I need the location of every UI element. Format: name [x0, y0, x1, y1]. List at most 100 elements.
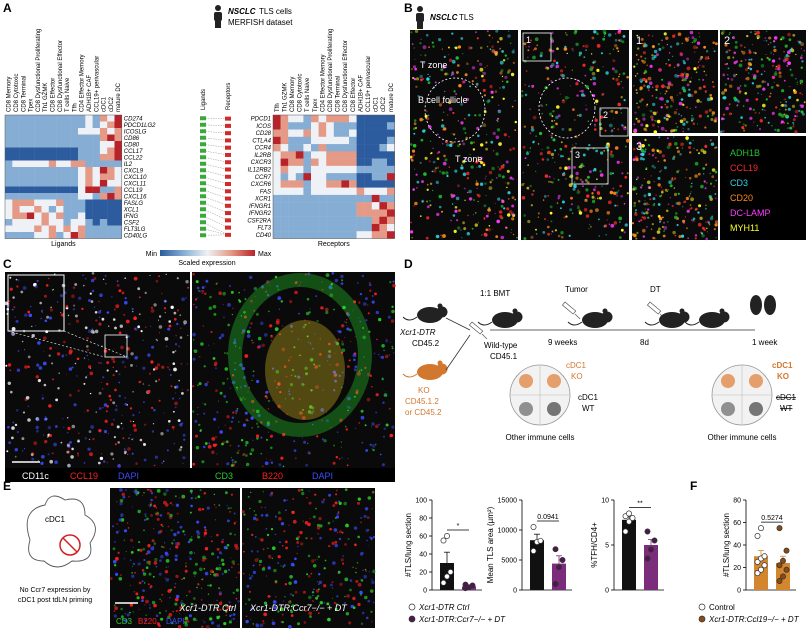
texture-speck: [513, 49, 515, 51]
texture-speck: [289, 575, 293, 579]
texture-speck: [637, 59, 640, 61]
texture-speck: [228, 620, 232, 624]
texture-speck: [698, 78, 701, 81]
texture-speck: [371, 422, 375, 426]
texture-speck: [310, 412, 314, 415]
texture-speck: [787, 50, 791, 55]
texture-speck: [544, 218, 546, 221]
texture-speck: [669, 197, 671, 199]
heatmap-cell: [41, 193, 49, 200]
heatmap-cell: [5, 225, 13, 233]
texture-speck: [88, 438, 91, 441]
texture-speck: [204, 403, 207, 406]
texture-speck: [171, 542, 174, 545]
texture-speck: [158, 611, 162, 615]
texture-speck: [195, 434, 198, 438]
texture-speck: [514, 198, 516, 201]
texture-speck: [625, 223, 628, 226]
texture-speck: [113, 604, 116, 607]
texture-speck: [164, 311, 166, 314]
texture-speck: [218, 291, 222, 296]
texture-speck: [171, 397, 175, 400]
heatmap-cell: [341, 165, 350, 174]
texture-speck: [504, 54, 507, 57]
heatmap-cell: [70, 219, 79, 226]
ligand-dot: [200, 181, 206, 186]
texture-speck: [573, 181, 576, 183]
heatmap-frame: [272, 114, 395, 239]
texture-speck: [334, 540, 338, 544]
texture-speck: [548, 48, 552, 52]
texture-speck: [651, 123, 656, 127]
texture-speck: [242, 452, 246, 456]
texture-speck: [132, 414, 135, 417]
texture-speck: [231, 566, 233, 568]
texture-speck: [576, 114, 579, 117]
heatmap-cell: [70, 141, 79, 148]
texture-speck: [188, 614, 192, 618]
texture-speck: [693, 221, 695, 223]
texture-speck: [431, 41, 434, 44]
texture-speck: [180, 327, 182, 329]
texture-speck: [727, 77, 730, 80]
texture-speck: [74, 314, 78, 318]
texture-speck: [165, 610, 168, 612]
heatmap-cell: [92, 193, 101, 200]
texture-speck: [726, 73, 729, 76]
texture-speck: [648, 81, 653, 85]
texture-speck: [151, 345, 155, 349]
legend-marker: [698, 615, 706, 623]
texture-speck: [776, 84, 780, 87]
texture-speck: [787, 122, 789, 125]
heatmap-cell: [379, 158, 388, 167]
texture-speck: [267, 422, 269, 425]
texture-speck: [457, 120, 459, 122]
texture-speck: [523, 237, 527, 241]
tissue-core: [265, 320, 345, 420]
texture-speck: [257, 336, 262, 341]
texture-speck: [242, 542, 245, 545]
texture-speck: [660, 186, 663, 189]
heatmap-cell: [78, 193, 86, 200]
data-point: [780, 557, 786, 564]
texture-speck: [585, 188, 589, 192]
texture-speck: [466, 232, 470, 236]
texture-speck: [361, 551, 364, 555]
texture-speck: [371, 621, 373, 623]
texture-speck: [291, 604, 295, 608]
heatmap-cell: [288, 216, 296, 225]
texture-speck: [168, 612, 173, 617]
texture-speck: [784, 114, 788, 118]
texture-speck: [116, 425, 120, 429]
texture-speck: [692, 221, 694, 223]
heatmap-cell: [85, 219, 93, 226]
texture-speck: [251, 399, 255, 404]
texture-speck: [113, 564, 117, 567]
texture-speck: [783, 79, 786, 82]
texture-speck: [211, 540, 213, 543]
texture-speck: [783, 59, 787, 63]
heatmap-cell: [341, 151, 350, 159]
texture-speck: [297, 545, 299, 548]
texture-speck: [43, 417, 48, 422]
texture-speck: [541, 112, 544, 115]
texture-speck: [661, 154, 665, 158]
mouse-icon: [699, 312, 725, 328]
texture-speck: [216, 282, 219, 285]
texture-speck: [598, 235, 600, 237]
texture-speck: [390, 319, 395, 323]
axis-title: Ligands: [51, 241, 76, 248]
texture-speck: [648, 153, 651, 155]
texture-speck: [355, 571, 357, 574]
heatmap-cell: [19, 167, 28, 174]
heatmap-cell: [5, 186, 13, 194]
texture-speck: [479, 67, 484, 72]
cell-label: WT: [582, 404, 595, 413]
texture-speck: [462, 142, 466, 146]
heatmap-cell: [107, 134, 115, 142]
texture-speck: [392, 280, 395, 283]
texture-speck: [109, 398, 113, 402]
texture-speck: [98, 316, 101, 319]
texture-speck: [653, 166, 656, 169]
texture-speck: [346, 594, 350, 598]
